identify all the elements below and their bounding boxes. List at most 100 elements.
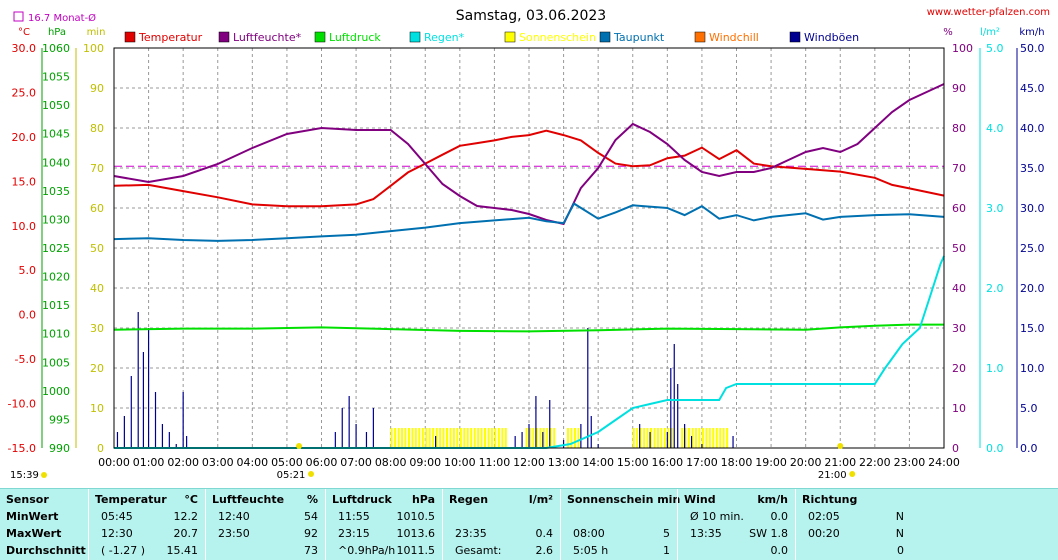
stats-header: Sonnenschein min xyxy=(561,491,680,508)
axis-tick-sun: 70 xyxy=(90,162,104,175)
axis-tick-wind: 10.0 xyxy=(1020,362,1045,375)
axis-tick-wind: 30.0 xyxy=(1020,202,1045,215)
legend-label: Luftfeuchte* xyxy=(233,31,302,44)
axis-tick-wind: 50.0 xyxy=(1020,42,1045,55)
time-tick: 14:00 xyxy=(582,456,614,469)
axis-tick-humidity: 30 xyxy=(952,322,966,335)
legend-swatch xyxy=(124,31,136,43)
stats-cell-time: Gesamt: xyxy=(455,544,502,557)
axis-unit-rain: l/m² xyxy=(980,27,1000,38)
axis-tick-wind: 0.0 xyxy=(1020,442,1038,455)
stats-header-unit: % xyxy=(306,493,318,506)
sunshine-bar xyxy=(473,428,476,448)
axis-tick-sun: 40 xyxy=(90,282,104,295)
legend-label: Sonnenschein xyxy=(519,31,596,44)
time-tick: 05:00 xyxy=(271,456,303,469)
axis-tick-sun: 30 xyxy=(90,322,104,335)
sunshine-bar xyxy=(643,428,646,448)
sunshine-bar xyxy=(715,428,718,448)
sunshine-bar xyxy=(404,428,407,448)
sunset-marker xyxy=(837,443,844,449)
sunshine-bar xyxy=(432,428,435,448)
sunshine-bar xyxy=(639,428,642,448)
stats-cell-value: 5 xyxy=(663,527,670,540)
stats-column: Regen l/m² 23:35 0.4 Gesamt: 2.6 xyxy=(442,489,561,560)
axis-tick-humidity: 0 xyxy=(952,442,959,455)
series-lines xyxy=(113,83,945,449)
stats-cell-value: 12.2 xyxy=(173,510,199,523)
sunshine-bar xyxy=(722,428,725,448)
time-tick: 09:00 xyxy=(409,456,441,469)
stats-cell-time: 11:55 xyxy=(338,510,370,523)
stats-row: 5:05 h 1 xyxy=(561,542,678,559)
sunshine-bar xyxy=(636,428,639,448)
plot-frame xyxy=(113,47,945,449)
stats-cell-time: ( -1.27 ) xyxy=(101,544,146,557)
sunshine-bar xyxy=(425,428,428,448)
stats-row: Gesamt: 2.6 xyxy=(443,542,561,559)
stats-row: 08:00 5 xyxy=(561,525,678,542)
axis-tick-humidity: 90 xyxy=(952,82,966,95)
sunshine-bar xyxy=(480,428,483,448)
stats-header-title: Richtung xyxy=(802,493,858,506)
series-line-luftfeuchte xyxy=(113,83,945,226)
stats-row: 0 xyxy=(796,542,916,559)
stats-row: 12:30 20.7 xyxy=(89,525,206,542)
stats-row: 02:05 N xyxy=(796,508,916,525)
stats-row: 23:15 1013.6 xyxy=(326,525,443,542)
axis-tick-pressure: 1000 xyxy=(42,385,70,398)
stats-header-unit: km/h xyxy=(757,493,788,506)
legend-swatch xyxy=(599,31,611,43)
sunshine-bar xyxy=(653,428,656,448)
stats-column: Temperatur °C 05:45 12.2 12:30 20.7 ( -1.27 ) 1… xyxy=(88,489,206,560)
sunshine-bar xyxy=(459,428,462,448)
sunshine-bar xyxy=(470,428,473,448)
grid xyxy=(114,48,944,448)
stats-header-title: Regen xyxy=(449,493,489,506)
time-tick: 04:00 xyxy=(236,456,268,469)
stats-cell-value: 1013.6 xyxy=(396,527,436,540)
sunshine-bar xyxy=(407,428,410,448)
sunshine-bar xyxy=(439,428,442,448)
sunshine-bar xyxy=(525,428,528,448)
site-link[interactable]: www.wetter-pfalzen.com xyxy=(927,7,1050,18)
time-tick: 22:00 xyxy=(859,456,891,469)
stats-row: 23:35 0.4 xyxy=(443,525,561,542)
sunshine-bar xyxy=(532,428,535,448)
axis-tick-pressure: 1035 xyxy=(42,185,70,198)
time-tick: 18:00 xyxy=(721,456,753,469)
stats-header: Luftdruck hPa xyxy=(326,491,443,508)
stats-row xyxy=(443,508,561,525)
sunshine-bar xyxy=(726,428,729,448)
axis-tick-pressure: 1040 xyxy=(42,156,70,169)
series-line-temperatur xyxy=(113,129,945,208)
legend-label: Windböen xyxy=(804,31,859,44)
axis-tick-temp: -5.0 xyxy=(15,353,36,366)
axis-tick-rain: 0.0 xyxy=(986,442,1004,455)
axis-tick-temp: 25.0 xyxy=(12,86,37,99)
stats-row: ( -1.27 ) 15.41 xyxy=(89,542,206,559)
stats-row: Ø 10 min. 0.0 xyxy=(678,508,796,525)
axis-tick-wind: 15.0 xyxy=(1020,322,1045,335)
axis-tick-rain: 2.0 xyxy=(986,282,1004,295)
sunshine-bar xyxy=(660,428,663,448)
sunshine-bar xyxy=(494,428,497,448)
time-tick: 11:00 xyxy=(479,456,511,469)
stats-cell-time: 5:05 h xyxy=(573,544,609,557)
stats-cell-time: 23:15 xyxy=(338,527,370,540)
stats-column: Sonnenschein min 08:00 5 5:05 h 1 xyxy=(560,489,680,560)
month-avg-checkbox-icon[interactable] xyxy=(13,11,24,22)
sunshine-bar xyxy=(549,428,552,448)
stats-cell-value: 0.0 xyxy=(770,510,789,523)
axis-tick-pressure: 1020 xyxy=(42,271,70,284)
axis-unit-humidity: % xyxy=(943,27,953,38)
sunshine-bar xyxy=(504,428,507,448)
axis-tick-temp: 30.0 xyxy=(12,42,37,55)
sunset-label: 21:00 xyxy=(818,470,847,481)
sunshine-bar xyxy=(570,428,573,448)
stats-column: Richtung 02:05 N 00:20 N 0 xyxy=(795,489,916,560)
axis-tick-pressure: 1045 xyxy=(42,128,70,141)
sunshine-bar xyxy=(449,428,452,448)
stats-header-unit: hPa xyxy=(411,493,435,506)
axis-tick-sun: 80 xyxy=(90,122,104,135)
